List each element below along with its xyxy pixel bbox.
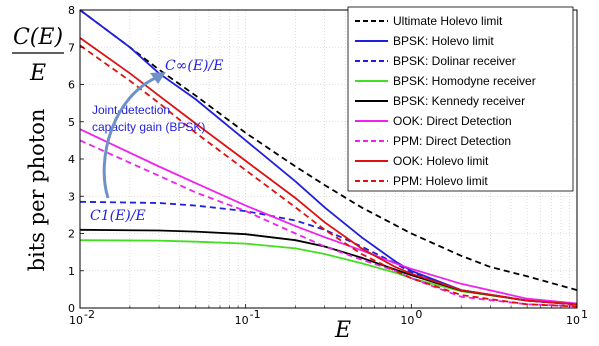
y-tick-label: 7	[68, 41, 75, 54]
y-ticks: 0 1 2 3 4 5 6 7 8	[68, 4, 84, 315]
y-tick-label: 5	[68, 116, 75, 129]
y-axis-label: bits per photon	[25, 109, 49, 272]
series-layer	[79, 9, 578, 308]
gain-arrow-head-icon	[150, 72, 166, 84]
x-tick-label: 10	[400, 314, 414, 327]
legend-label-2: BPSK: Dolinar receiver	[393, 54, 516, 68]
series-line-3	[79, 239, 578, 306]
annotation-c-inf: C∞(E)/E	[165, 58, 223, 74]
y-tick-label: 1	[68, 265, 75, 278]
annotation-gain-line2: capacity gain (BPSK)	[92, 120, 205, 134]
y-tick-label: 3	[68, 190, 75, 203]
series-line-5	[79, 128, 578, 305]
x-tick-exponent: -2	[84, 308, 95, 321]
y-tick-label: 2	[68, 228, 75, 241]
x-tick-label: 10	[235, 314, 249, 327]
legend-label-8: PPM: Holevo limit	[393, 174, 488, 188]
legend-label-1: BPSK: Holevo limit	[393, 34, 494, 48]
series-line-6	[79, 139, 578, 307]
legend-label-7: OOK: Holevo limit	[393, 154, 489, 168]
legend-label-3: BPSK: Homodyne receiver	[393, 74, 536, 88]
y-tick-label: 4	[68, 153, 75, 166]
series-line-7	[79, 37, 578, 306]
legend-label-5: OOK: Direct Detection	[393, 114, 512, 128]
y-tick-label: 0	[68, 302, 75, 315]
legend-label-0: Ultimate Holevo limit	[393, 14, 503, 28]
y-tick-label: 8	[68, 4, 75, 17]
series-line-0	[79, 9, 578, 291]
ylabel-fraction-numerator: C(E)	[13, 25, 63, 50]
series-line-2	[79, 200, 578, 306]
x-ticks: 10 -2 10 -1 10 0 10 1	[69, 304, 588, 327]
ylabel-fraction-denominator: E	[29, 61, 46, 86]
legend: Ultimate Holevo limit BPSK: Holevo limit B…	[347, 6, 574, 192]
legend-label-6: PPM: Direct Detection	[393, 134, 511, 148]
x-tick-exponent: -1	[250, 308, 261, 321]
x-axis-label: E	[334, 318, 351, 343]
gain-arrow	[102, 74, 161, 199]
x-tick-exponent: 1	[581, 308, 588, 321]
annotation-c-one: C1(E)/E	[90, 208, 146, 224]
legend-label-4: BPSK: Kennedy receiver	[393, 94, 525, 108]
y-tick-label: 6	[68, 79, 75, 92]
x-tick-label: 10	[566, 314, 580, 327]
x-tick-exponent: 0	[415, 308, 422, 321]
annotation-gain-line1: Joint-detection	[92, 103, 170, 117]
x-tick-label: 10	[69, 314, 83, 327]
